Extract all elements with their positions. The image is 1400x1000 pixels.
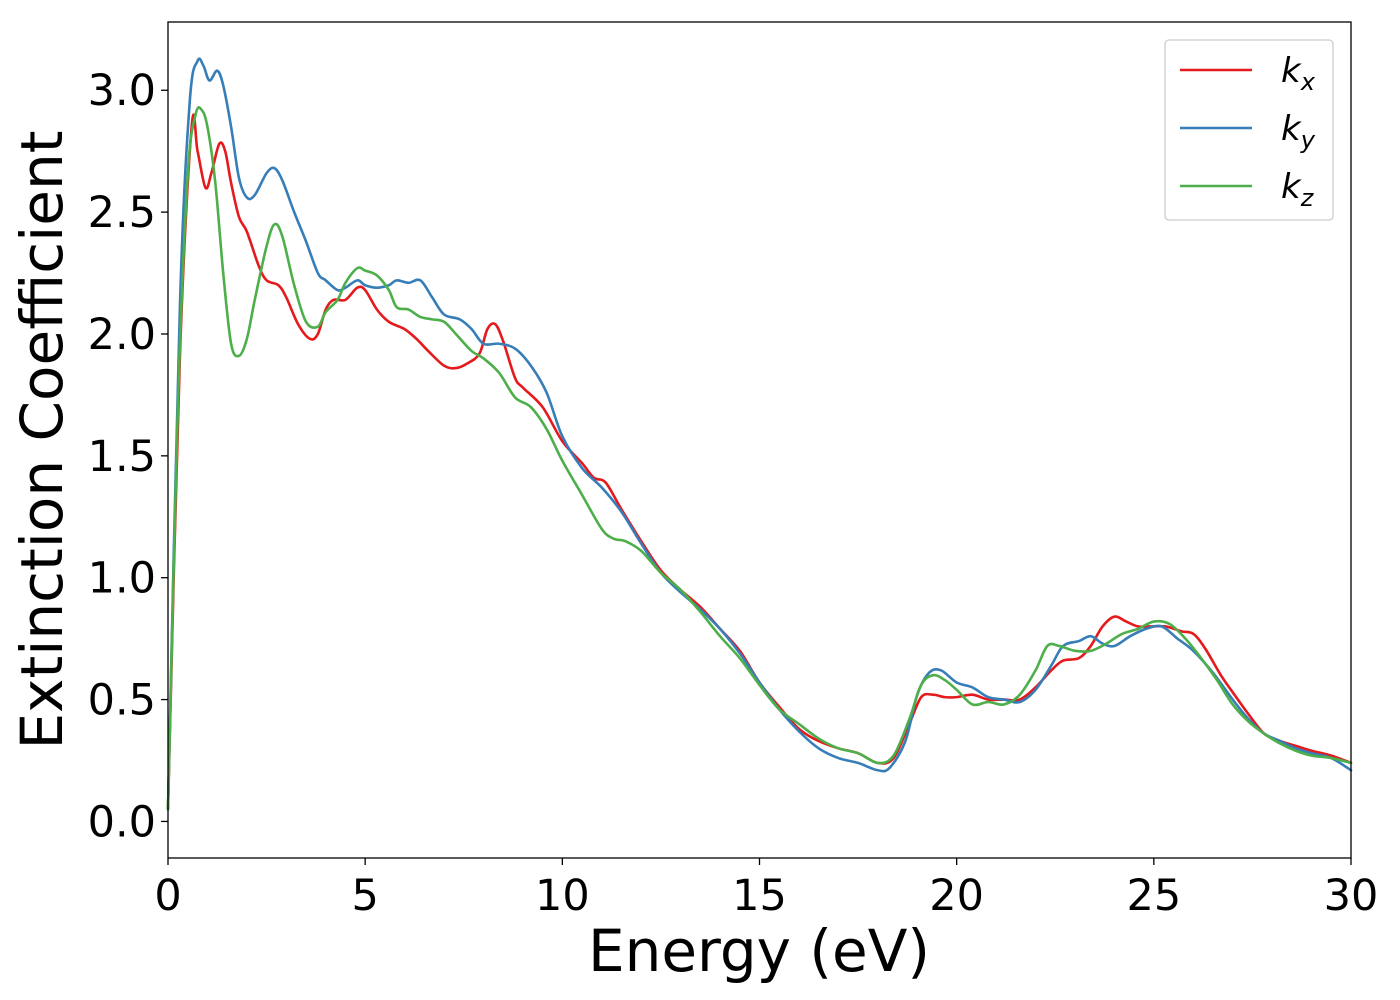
legend-label-base: k <box>1281 109 1302 149</box>
y-axis-title: Extinction Coefficient <box>8 131 76 750</box>
series-line-kz <box>166 106 1353 811</box>
legend-label-subscript: y <box>1300 126 1316 154</box>
legend-label-subscript: x <box>1300 68 1316 96</box>
plot-frame <box>167 21 1352 859</box>
legend-box <box>1164 39 1334 221</box>
y-tick-label-6: 3.0 <box>88 66 156 116</box>
y-tick-label-5: 2.5 <box>88 188 156 238</box>
series-layer <box>166 57 1353 811</box>
x-tick-label-5: 25 <box>1126 871 1181 921</box>
legend-label-base: k <box>1281 167 1302 207</box>
x-tick-label-6: 30 <box>1324 871 1379 921</box>
y-tick-label-4: 2.0 <box>88 310 156 360</box>
x-tick-label-3: 15 <box>732 871 787 921</box>
y-tick-label-0: 0.0 <box>88 797 156 847</box>
axes-layer: 0 5 10 15 20 25 30 0.0 0.5 1.0 1.5 2.0 2.5 3.0 <box>88 66 1379 921</box>
legend-label-kz: kz <box>1281 167 1315 212</box>
x-axis-title: Energy (eV) <box>588 917 930 985</box>
series-line-ky <box>166 57 1353 811</box>
legend-label-ky: ky <box>1281 109 1316 154</box>
legend-label-kx: kx <box>1281 51 1316 96</box>
legend-label-base: k <box>1281 51 1302 91</box>
y-tick-label-1: 0.5 <box>88 676 156 726</box>
y-tick-label-2: 1.0 <box>88 554 156 604</box>
x-tick-label-4: 20 <box>929 871 984 921</box>
legend-label-subscript: z <box>1300 184 1315 212</box>
x-tick-label-0: 0 <box>154 871 181 921</box>
x-tick-label-1: 5 <box>351 871 378 921</box>
x-tick-label-2: 10 <box>535 871 590 921</box>
y-tick-label-3: 1.5 <box>88 432 156 482</box>
plot-area <box>168 22 1351 858</box>
